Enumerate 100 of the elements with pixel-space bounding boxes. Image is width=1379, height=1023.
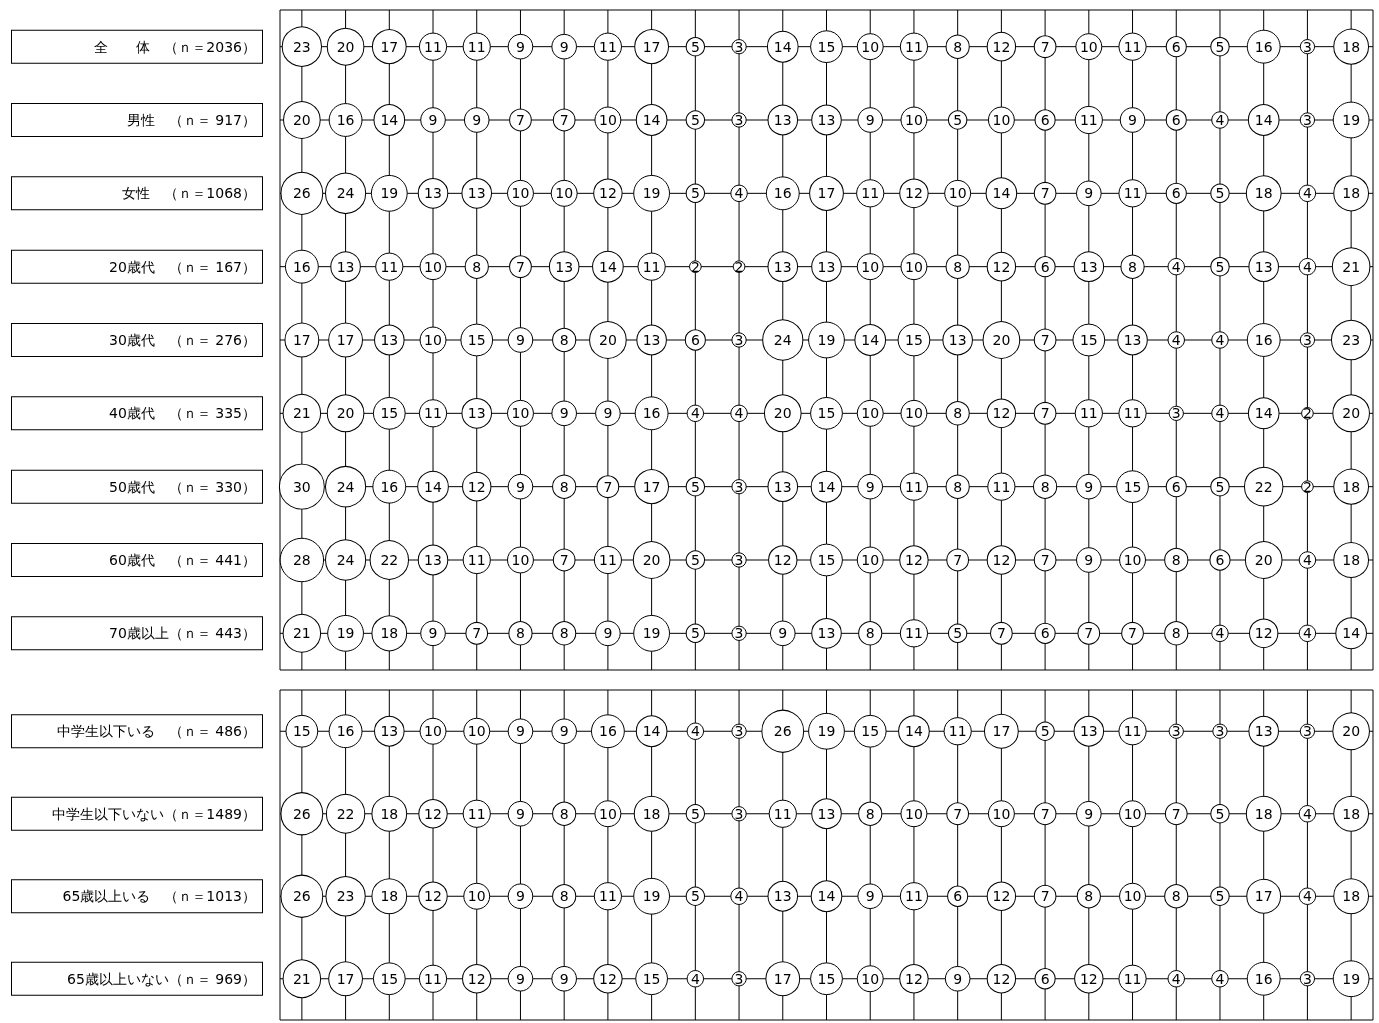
- data-label: 12: [598, 185, 617, 202]
- data-label: 3: [734, 478, 744, 495]
- data-label: 8: [865, 805, 875, 822]
- data-label: 9: [559, 970, 569, 987]
- data-label: 23: [292, 38, 311, 55]
- data-label: 15: [642, 970, 661, 987]
- data-label: 10: [598, 112, 617, 128]
- data-label: 13: [773, 478, 792, 495]
- data-label: 7: [1040, 405, 1050, 422]
- data-label: 3: [1171, 723, 1181, 740]
- data-label: 15: [905, 332, 923, 348]
- data-label: 4: [1215, 405, 1225, 422]
- data-label: 11: [642, 258, 661, 275]
- data-label: 11: [1123, 38, 1142, 55]
- data-label: 9: [516, 478, 525, 495]
- data-label: 4: [1302, 888, 1312, 905]
- data-label: 4: [1215, 970, 1225, 987]
- data-label: 3: [1302, 970, 1312, 987]
- y-tick-label: 40歳代 （ｎ＝ 335）: [109, 405, 256, 422]
- data-label: 13: [1079, 258, 1098, 275]
- data-label: 5: [953, 625, 963, 642]
- data-label: 15: [467, 332, 486, 348]
- data-label: 7: [559, 552, 569, 568]
- data-label: 13: [336, 258, 355, 275]
- data-label: 8: [516, 625, 525, 642]
- data-label: 4: [690, 723, 700, 740]
- data-label: 6: [1040, 625, 1050, 642]
- data-label: 13: [817, 112, 836, 128]
- data-label: 18: [1342, 478, 1361, 495]
- data-label: 5: [690, 625, 700, 642]
- data-label: 8: [559, 625, 569, 642]
- data-label: 12: [773, 552, 792, 568]
- data-label: 5: [1215, 478, 1225, 495]
- data-label: 11: [598, 552, 617, 568]
- data-label: 6: [1040, 970, 1050, 987]
- data-label: 4: [1302, 805, 1312, 822]
- data-label: 9: [472, 112, 482, 128]
- data-label: 12: [905, 970, 923, 987]
- data-label: 21: [1342, 258, 1361, 275]
- data-label: 7: [516, 258, 525, 275]
- data-label: 4: [1215, 112, 1225, 128]
- data-label: 11: [598, 38, 617, 55]
- data-label: 9: [559, 38, 569, 55]
- data-label: 12: [992, 258, 1011, 275]
- data-label: 8: [1084, 888, 1094, 905]
- data-label: 4: [1171, 970, 1181, 987]
- data-label: 8: [1171, 552, 1181, 568]
- data-label: 12: [905, 552, 923, 568]
- data-label: 15: [1123, 478, 1142, 495]
- data-label: 10: [1123, 552, 1142, 568]
- data-label: 3: [734, 332, 744, 348]
- data-label: 19: [336, 625, 355, 642]
- data-label: 9: [865, 888, 875, 905]
- data-label: 8: [953, 258, 963, 275]
- data-label: 13: [467, 185, 486, 202]
- data-label: 12: [992, 405, 1011, 422]
- data-label: 12: [992, 38, 1011, 55]
- data-label: 3: [734, 552, 744, 568]
- data-label: 3: [734, 970, 744, 987]
- data-label: 11: [992, 478, 1011, 495]
- data-label: 15: [817, 405, 836, 422]
- data-label: 22: [1254, 478, 1273, 495]
- data-label: 11: [380, 258, 399, 275]
- data-label: 4: [690, 405, 700, 422]
- data-label: 7: [603, 478, 613, 495]
- data-label: 5: [1215, 258, 1225, 275]
- data-label: 6: [1040, 258, 1050, 275]
- data-label: 9: [1128, 112, 1137, 128]
- data-label: 18: [380, 805, 399, 822]
- data-label: 5: [690, 805, 700, 822]
- data-label: 11: [424, 405, 442, 422]
- data-label: 19: [642, 625, 661, 642]
- data-label: 17: [992, 723, 1011, 740]
- data-label: 13: [555, 258, 574, 275]
- data-label: 11: [905, 478, 923, 495]
- data-label: 9: [603, 405, 613, 422]
- data-label: 8: [1040, 478, 1050, 495]
- data-label: 5: [1215, 38, 1225, 55]
- data-label: 14: [817, 888, 836, 905]
- data-label: 18: [1342, 185, 1361, 202]
- data-label: 10: [555, 185, 574, 202]
- data-label: 13: [773, 258, 792, 275]
- data-label: 2: [690, 258, 700, 275]
- data-label: 8: [1171, 625, 1181, 642]
- data-label: 14: [992, 185, 1011, 202]
- data-label: 15: [817, 970, 836, 987]
- y-tick-label: 60歳代 （ｎ＝ 441）: [109, 552, 256, 568]
- data-label: 3: [1302, 112, 1312, 128]
- data-label: 26: [292, 185, 311, 202]
- data-label: 13: [817, 805, 836, 822]
- data-label: 8: [953, 478, 963, 495]
- data-label: 20: [773, 405, 792, 422]
- data-label: 9: [1084, 805, 1094, 822]
- data-label: 15: [292, 723, 311, 740]
- data-label: 17: [642, 478, 661, 495]
- data-label: 12: [1254, 625, 1273, 642]
- data-label: 18: [1254, 185, 1273, 202]
- data-label: 10: [948, 185, 967, 202]
- data-label: 7: [1040, 552, 1050, 568]
- data-label: 15: [817, 552, 836, 568]
